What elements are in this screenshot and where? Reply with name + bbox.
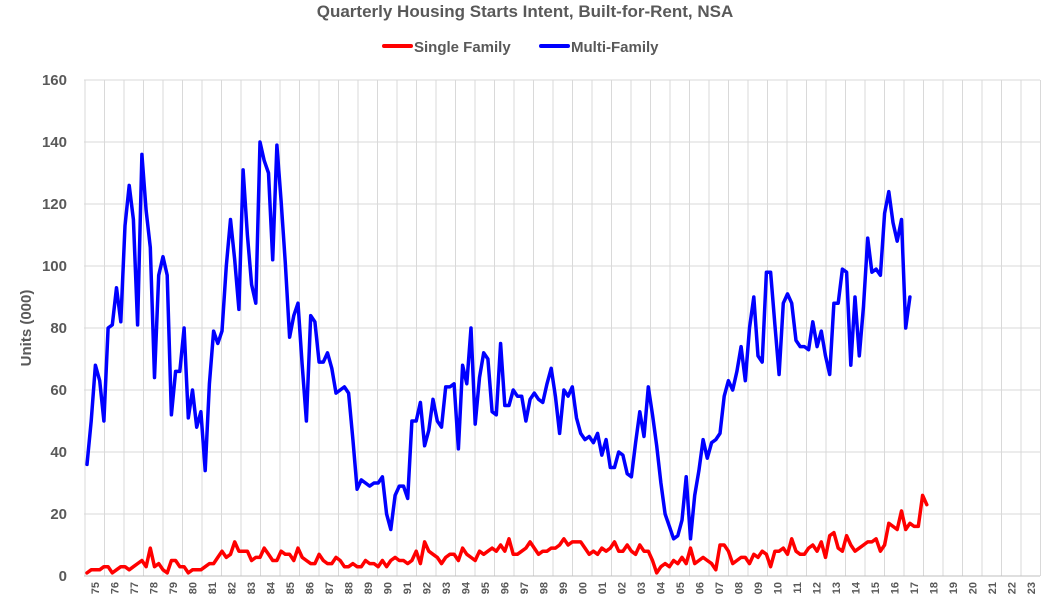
x-tick-label: 16	[889, 582, 901, 594]
x-tick-label: 19	[948, 582, 960, 594]
x-tick-label: 11	[792, 582, 804, 594]
x-tick-label: 06	[694, 582, 706, 594]
x-tick-label: 91	[402, 582, 414, 594]
y-tick-label: 80	[50, 320, 67, 337]
x-tick-label: 93	[441, 582, 453, 594]
x-tick-label: 18	[928, 582, 940, 594]
x-tick-label: 98	[538, 582, 550, 594]
legend-label-single-family: Single Family	[414, 39, 511, 56]
y-tick-label: 160	[42, 72, 67, 89]
x-tick-label: 84	[265, 581, 277, 594]
x-tick-label: 13	[831, 582, 843, 594]
x-tick-label: 85	[285, 582, 297, 594]
x-tick-label: 15	[870, 582, 882, 594]
y-tick-label: 40	[50, 444, 67, 461]
chart-title: Quarterly Housing Starts Intent, Built-f…	[317, 2, 734, 21]
x-tick-label: 17	[909, 582, 921, 594]
x-tick-label: 76	[109, 582, 121, 594]
legend: Single Family Multi-Family	[382, 39, 659, 56]
y-tick-label: 100	[42, 258, 67, 275]
x-tick-label: 22	[1006, 582, 1018, 594]
x-tick-label: 08	[733, 582, 745, 594]
x-tick-label: 90	[382, 582, 394, 594]
x-tick-label: 07	[714, 582, 726, 594]
x-tick-label: 79	[168, 582, 180, 594]
legend-label-multi-family: Multi-Family	[571, 39, 659, 56]
x-tick-label: 94	[460, 581, 472, 594]
y-tick-label: 120	[42, 196, 67, 213]
x-tick-label: 77	[129, 582, 141, 594]
x-tick-label: 01	[597, 582, 609, 594]
x-tick-label: 83	[246, 582, 258, 594]
x-tick-label: 00	[577, 582, 589, 594]
x-tick-label: 80	[187, 582, 199, 594]
x-tick-label: 95	[480, 582, 492, 594]
x-tick-label: 81	[207, 582, 219, 594]
y-tick-label: 20	[50, 506, 67, 523]
x-axis-tick-labels: 75 76 77 78 79 80 81 82 83 84 85 86 87 88 89 90 91 92 93 94…	[90, 581, 1038, 594]
y-axis-tick-labels: 0 20 40 60 80 100 120 140 160	[42, 72, 67, 585]
x-tick-label: 05	[675, 582, 687, 594]
x-tick-label: 89	[363, 582, 375, 594]
y-tick-label: 60	[50, 382, 67, 399]
series-layer	[85, 140, 929, 575]
x-tick-label: 20	[967, 582, 979, 594]
x-tick-label: 92	[421, 582, 433, 594]
x-tick-label: 75	[90, 582, 102, 594]
x-tick-label: 21	[987, 582, 999, 594]
x-tick-label: 86	[304, 582, 316, 594]
x-tick-label: 14	[850, 581, 862, 594]
x-tick-label: 23	[1026, 582, 1038, 594]
x-tick-label: 03	[636, 582, 648, 594]
x-tick-label: 87	[324, 582, 336, 594]
x-tick-label: 12	[811, 582, 823, 594]
x-tick-label: 88	[343, 582, 355, 594]
y-tick-label: 0	[59, 568, 67, 585]
x-tick-label: 02	[616, 582, 628, 594]
x-tick-label: 96	[499, 582, 511, 594]
series-line-multi-family	[85, 140, 912, 541]
series-line-single-family	[85, 493, 929, 575]
x-tick-label: 97	[519, 582, 531, 594]
x-tick-label: 82	[226, 582, 238, 594]
x-tick-label: 10	[772, 582, 784, 594]
x-tick-label: 99	[558, 582, 570, 594]
x-tick-label: 04	[655, 581, 667, 594]
y-tick-label: 140	[42, 134, 67, 151]
x-tick-label: 09	[753, 582, 765, 594]
x-tick-label: 78	[148, 582, 160, 594]
y-axis-label: Units (000)	[18, 290, 35, 367]
